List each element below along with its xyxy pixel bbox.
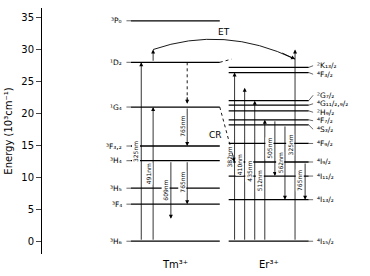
svg-text:609nm: 609nm [162, 179, 169, 200]
svg-text:²G₇/₂: ²G₇/₂ [317, 91, 334, 100]
svg-text:³H₄: ³H₄ [110, 156, 122, 165]
svg-text:Tm³⁺: Tm³⁺ [162, 259, 188, 270]
svg-text:325nm: 325nm [287, 134, 294, 155]
svg-text:⁴I₁₃/₂: ⁴I₁₃/₂ [317, 195, 334, 204]
svg-text:⁴F₇/₂: ⁴F₇/₂ [317, 116, 333, 125]
svg-text:⁴I₉/₂: ⁴I₉/₂ [317, 157, 331, 166]
svg-text:⁴S₃/₂: ⁴S₃/₂ [317, 125, 333, 134]
svg-text:25: 25 [21, 76, 34, 87]
svg-text:765nm: 765nm [179, 171, 186, 192]
svg-text:10: 10 [21, 172, 34, 183]
svg-text:⁴F₉/₂: ⁴F₉/₂ [317, 139, 333, 148]
svg-text:Energy (10³cm⁻¹): Energy (10³cm⁻¹) [3, 87, 14, 174]
svg-text:³F₄: ³F₄ [112, 200, 122, 209]
svg-text:382nm: 382nm [226, 146, 233, 167]
svg-text:³F₃,₂: ³F₃,₂ [106, 142, 122, 151]
svg-text:²K₁₃/₂: ²K₁₃/₂ [317, 61, 336, 70]
svg-text:35: 35 [21, 12, 34, 23]
svg-text:⁴G₁₁/₂,₉/₂: ⁴G₁₁/₂,₉/₂ [317, 99, 348, 108]
svg-text:505nm: 505nm [266, 138, 273, 159]
svg-text:512nm: 512nm [256, 170, 263, 191]
svg-text:30: 30 [21, 44, 34, 55]
svg-text:⁴F₃/₂: ⁴F₃/₂ [317, 70, 333, 79]
svg-text:765nm: 765nm [179, 115, 186, 136]
svg-text:491nm: 491nm [145, 163, 152, 184]
svg-text:20: 20 [21, 108, 34, 119]
svg-text:410nm: 410nm [236, 154, 243, 175]
svg-text:³H₆: ³H₆ [110, 237, 122, 246]
svg-text:³P₀: ³P₀ [111, 16, 122, 25]
svg-text:325nm: 325nm [132, 141, 139, 162]
svg-text:Er³⁺: Er³⁺ [259, 259, 279, 270]
svg-text:0: 0 [28, 236, 34, 247]
svg-text:¹D₂: ¹D₂ [110, 58, 122, 67]
svg-text:²H₉/₂: ²H₉/₂ [317, 108, 334, 117]
svg-text:ET: ET [218, 27, 230, 37]
svg-text:¹G₄: ¹G₄ [110, 103, 122, 112]
svg-text:15: 15 [21, 140, 34, 151]
svg-text:⁴I₁₅/₂: ⁴I₁₅/₂ [317, 237, 334, 246]
svg-text:³H₅: ³H₅ [110, 184, 122, 193]
svg-text:765nm: 765nm [296, 170, 303, 191]
svg-text:435nm: 435nm [246, 160, 253, 181]
svg-text:562nm: 562nm [277, 152, 284, 173]
svg-text:5: 5 [28, 204, 34, 215]
svg-text:⁴I₁₁/₂: ⁴I₁₁/₂ [317, 172, 334, 181]
svg-text:CR: CR [209, 130, 222, 140]
